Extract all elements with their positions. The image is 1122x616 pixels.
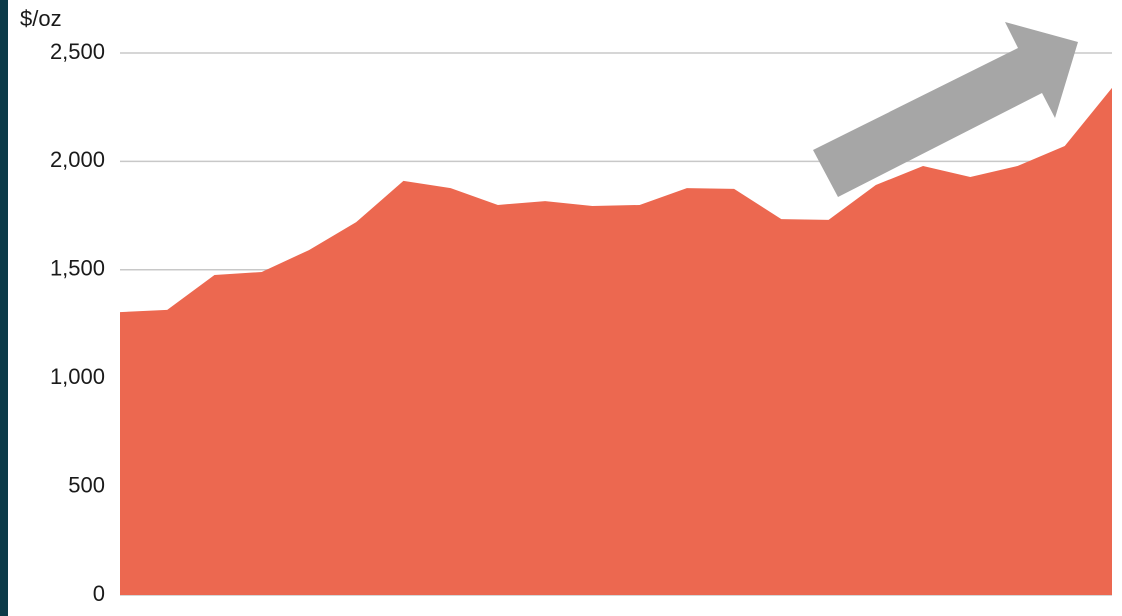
y-tick-label: 500 bbox=[68, 472, 105, 497]
y-tick-label: 2,500 bbox=[50, 39, 105, 64]
left-border bbox=[0, 0, 8, 616]
y-tick-label: 1,000 bbox=[50, 364, 105, 389]
plot-area bbox=[120, 87, 1112, 596]
y-axis-unit: $/oz bbox=[20, 6, 62, 31]
y-tick-label: 0 bbox=[93, 581, 105, 606]
y-tick-label: 1,500 bbox=[50, 256, 105, 281]
y-tick-label: 2,000 bbox=[50, 147, 105, 172]
area bbox=[120, 87, 1112, 596]
trend-arrow bbox=[813, 22, 1078, 197]
